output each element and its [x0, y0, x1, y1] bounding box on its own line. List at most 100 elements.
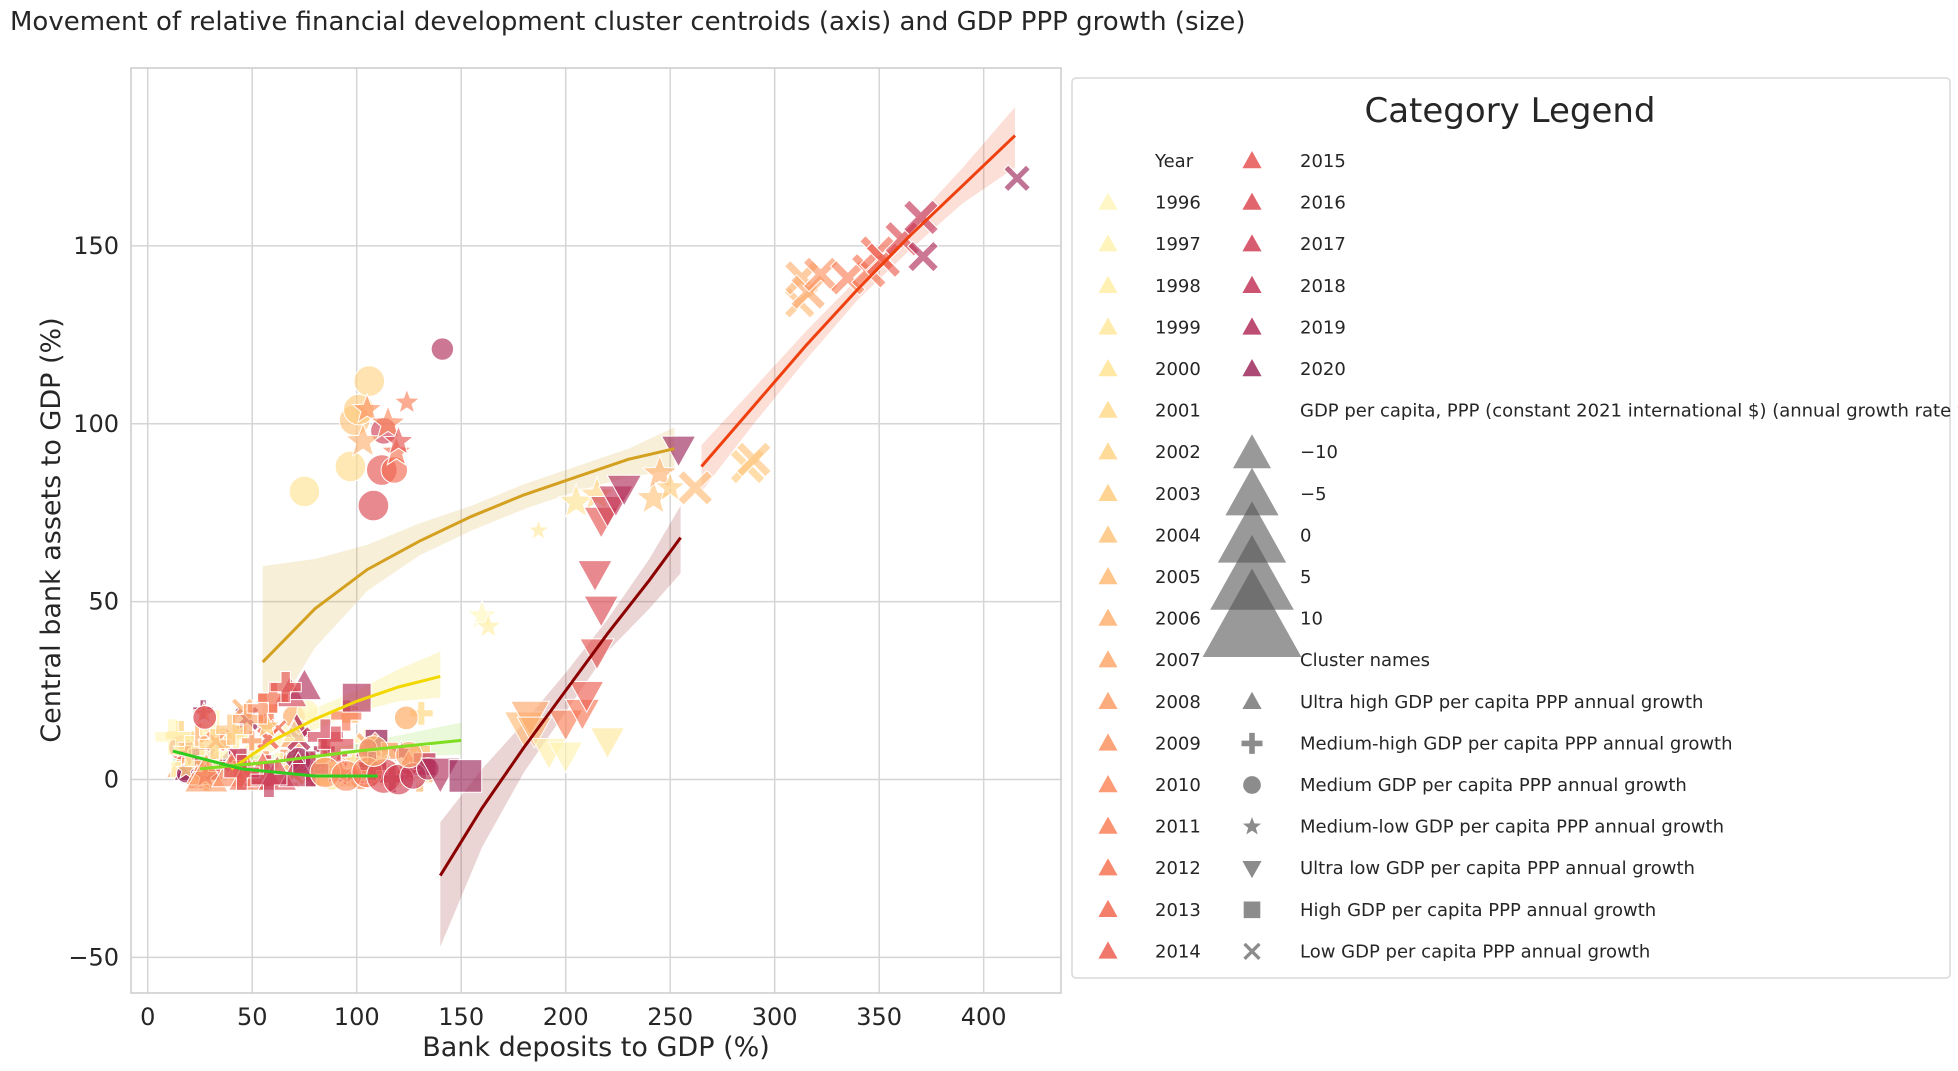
data-point [288, 475, 321, 508]
legend-size-label: 0 [1300, 525, 1311, 546]
legend-year-label: 2011 [1155, 817, 1201, 838]
data-point [579, 638, 615, 671]
legend-cluster-marker [1241, 941, 1263, 962]
chart-title: Movement of relative financial developme… [10, 7, 1246, 37]
y-tick-label: −50 [68, 943, 119, 971]
data-point [269, 670, 302, 704]
legend-year-marker [1096, 939, 1120, 960]
legend-year-label: 2007 [1155, 650, 1201, 671]
legend-year-marker [1096, 689, 1120, 710]
data-point [246, 692, 279, 725]
y-tick-label: 150 [73, 232, 119, 260]
legend-year-marker [1096, 814, 1120, 835]
legend-year-label: 2002 [1155, 442, 1201, 463]
legend-cluster-label: Low GDP per capita PPP annual growth [1300, 941, 1650, 962]
legend-year-marker [1096, 273, 1120, 294]
data-point [568, 681, 605, 714]
data-point [653, 470, 687, 502]
data-point [577, 560, 613, 593]
legend-frame [1071, 77, 1951, 979]
x-tick-label: 250 [647, 1003, 693, 1031]
trend-line [439, 536, 682, 877]
legend-cluster-label: Ultra high GDP per capita PPP annual gro… [1300, 692, 1703, 713]
legend-year-marker [1096, 440, 1120, 461]
trend-line [700, 134, 1017, 468]
data-point [526, 518, 551, 541]
data-point [250, 761, 288, 799]
data-point [380, 435, 413, 467]
legend-cluster-header: Cluster names [1300, 650, 1430, 671]
legend-cluster-marker [1240, 860, 1264, 881]
plot-area [131, 68, 1061, 993]
legend-year-label: 1999 [1155, 317, 1201, 338]
legend-cluster-label: Ultra low GDP per capita PPP annual grow… [1300, 858, 1695, 879]
legend-year-marker [1096, 897, 1120, 918]
x-tick-label: 0 [140, 1003, 155, 1031]
data-point [583, 595, 620, 628]
x-tick-label: 350 [856, 1003, 902, 1031]
cluster-point [192, 705, 218, 730]
legend-year-marker [1096, 772, 1120, 794]
legend-year-label: 2014 [1155, 941, 1201, 962]
legend-year-label: 2018 [1300, 276, 1346, 297]
data-point [589, 727, 626, 760]
legend-year-label: 2015 [1300, 151, 1346, 172]
legend-size-label: −10 [1300, 442, 1338, 463]
legend-year-label: 2003 [1155, 484, 1201, 505]
data-point [547, 709, 584, 742]
trend-line [172, 749, 378, 778]
data-point [641, 454, 679, 490]
trend-line [261, 447, 675, 664]
legend-cluster-marker [1242, 775, 1262, 795]
legend-entries: Year 1996 1997 1998 1999 2000 2001 2002 2003 2004… [1096, 148, 1958, 962]
y-tick-labels: −50 0 50 100 150 [68, 232, 119, 972]
legend-size-marker [1225, 467, 1279, 516]
legend-cluster-marker [1240, 814, 1264, 837]
legend-year-marker [1096, 190, 1120, 211]
legend-year-marker [1240, 356, 1264, 378]
y-tick-label: 50 [88, 588, 119, 616]
x-tick-label: 100 [334, 1003, 380, 1031]
data-point [334, 450, 367, 483]
x-axis-label: Bank deposits to GDP (%) [422, 1032, 770, 1063]
legend-year-label: 2008 [1155, 692, 1201, 713]
data-point [735, 441, 772, 478]
legend-size-label: −5 [1300, 484, 1327, 505]
data-point [382, 424, 415, 456]
x-tick-label: 50 [237, 1003, 268, 1031]
legend-year-marker [1096, 648, 1120, 669]
data-point [173, 734, 206, 768]
legend-size-header: GDP per capita, PPP (constant 2021 inter… [1300, 401, 1958, 422]
legend-year-label: 2013 [1155, 900, 1201, 921]
cluster-point [393, 705, 419, 731]
legend-year-marker [1096, 606, 1120, 627]
legend-year-label: 2012 [1155, 858, 1201, 879]
legend-year-marker [1240, 273, 1264, 294]
y-tick-label: 0 [104, 766, 119, 794]
legend-year-label: 1998 [1155, 276, 1201, 297]
data-point [392, 387, 421, 415]
legend: Category Legend Year 1996 1997 1998 1999 2000… [1071, 77, 1958, 979]
legend-year-label: 2016 [1300, 193, 1346, 214]
legend-year-label: 2001 [1155, 401, 1201, 422]
legend-year-label: 2017 [1300, 234, 1346, 255]
trend-line [199, 738, 462, 771]
legend-year-label: 2020 [1300, 359, 1346, 380]
confidence-band [701, 107, 1015, 492]
data-point [344, 422, 382, 458]
legend-year-marker [1096, 731, 1120, 752]
data-point [907, 240, 940, 273]
y-axis-label: Central bank assets to GDP (%) [36, 317, 67, 742]
data-point [353, 365, 386, 397]
legend-year-label: 2000 [1155, 359, 1201, 380]
legend-size-marker [1202, 568, 1302, 657]
legend-year-marker [1096, 523, 1120, 544]
legend-year-marker [1240, 148, 1264, 170]
legend-year-marker [1096, 315, 1120, 336]
x-tick-label: 200 [543, 1003, 589, 1031]
data-point [215, 713, 248, 746]
legend-year-marker [1096, 856, 1120, 877]
x-tick-label: 400 [961, 1003, 1007, 1031]
cluster-point [241, 730, 263, 752]
